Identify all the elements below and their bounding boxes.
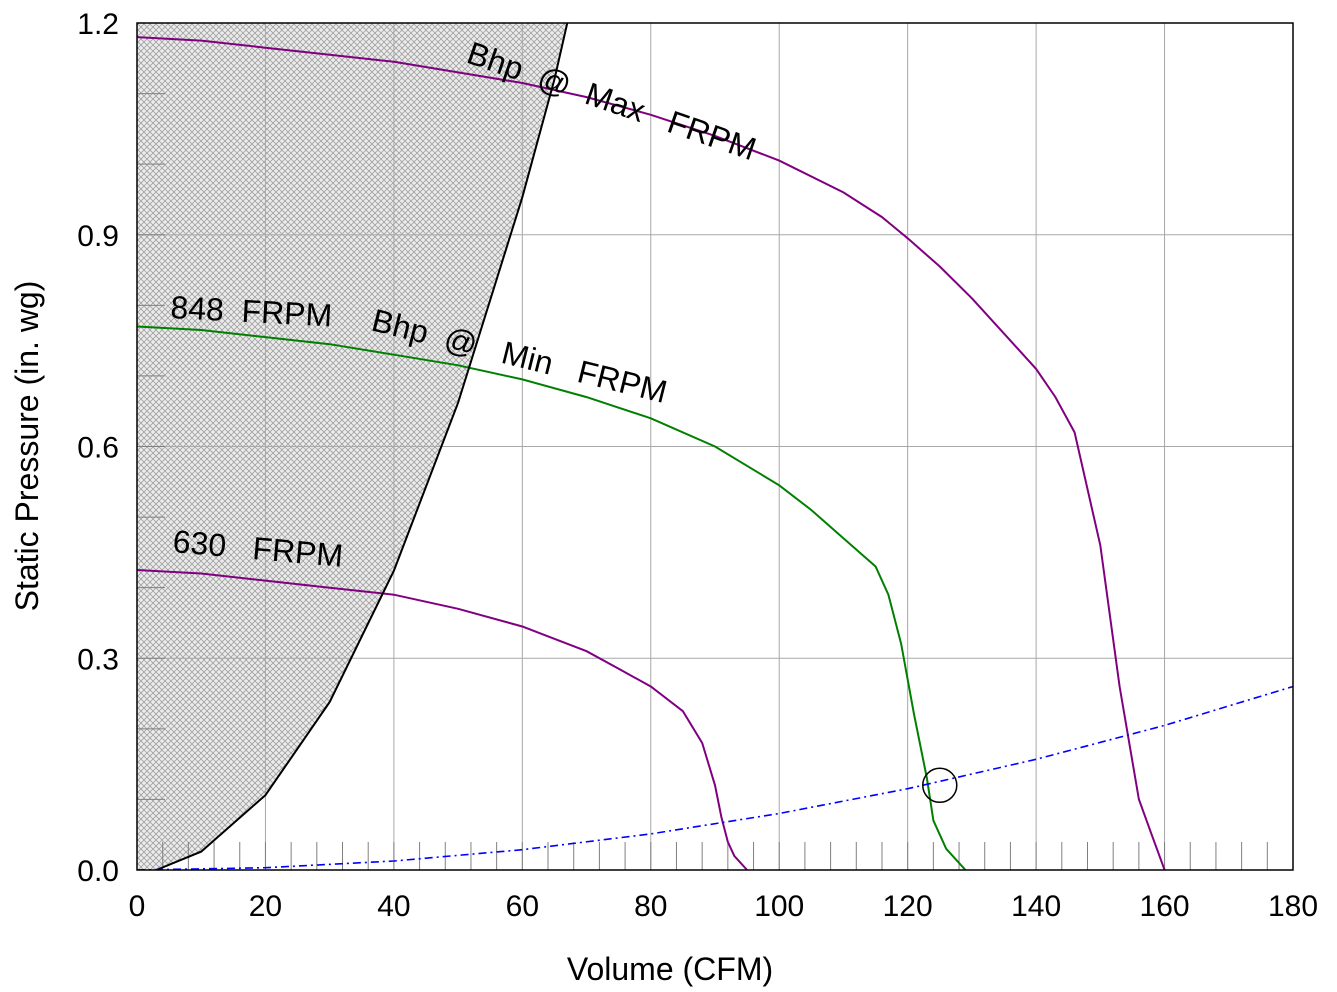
y-tick-label: 0.3	[77, 643, 119, 676]
x-axis-title: Volume (CFM)	[567, 951, 773, 987]
x-tick-label: 160	[1140, 890, 1190, 923]
x-tick-label: 60	[506, 890, 539, 923]
x-tick-label: 100	[754, 890, 804, 923]
series-system-curve	[137, 685, 1293, 870]
series-bhp-max-frpm	[137, 36, 1166, 870]
x-tick-label: 80	[634, 890, 667, 923]
label-848-frpm: 848 FRPM	[170, 289, 333, 333]
series-surge-line	[155, 23, 569, 870]
stall-region	[137, 23, 568, 870]
operating-point	[922, 767, 958, 804]
grid	[137, 23, 1293, 870]
x-tick-label: 180	[1268, 890, 1318, 923]
plot-frame	[136, 22, 1294, 871]
stall-region-fill	[137, 23, 568, 870]
series-630-frpm	[137, 569, 748, 870]
x-tick-label: 120	[883, 890, 933, 923]
x-tick-label: 40	[377, 890, 410, 923]
x-tick-label: 140	[1011, 890, 1061, 923]
tick-labels: 0 20 40 60 80 100 120 140 160 180 0.0 0.3 0.6 0.9 1.2	[77, 8, 1318, 923]
series-bhp-min-frpm	[137, 325, 967, 870]
x-tick-label: 20	[249, 890, 282, 923]
y-tick-label: 0.6	[77, 432, 119, 465]
y-tick-label: 0.0	[77, 855, 119, 888]
y-tick-label: 1.2	[77, 8, 119, 41]
y-tick-label: 0.9	[77, 220, 119, 253]
x-tick-label: 0	[129, 890, 146, 923]
y-axis-title: Static Pressure (in. wg)	[9, 281, 45, 612]
curves	[137, 23, 1293, 870]
